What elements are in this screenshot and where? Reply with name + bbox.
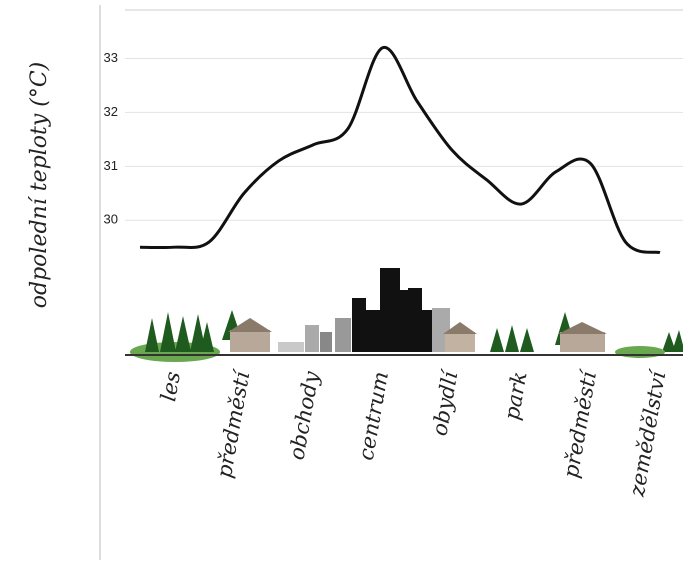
x-tick-label: obchody: [285, 369, 324, 462]
temperature-line: [140, 47, 660, 252]
x-tick-label: les: [156, 369, 185, 403]
chart: odpolední teploty (°C) 30 31 32 33 les předmě…: [0, 0, 683, 563]
x-tick-label: centrum: [354, 370, 393, 462]
y-tick-label: 33: [104, 50, 118, 65]
x-tick-label: předměstí: [559, 367, 602, 479]
x-tick-label: obydlí: [427, 367, 462, 437]
x-tick-label: předměstí: [212, 367, 255, 479]
x-tick-label: park: [500, 370, 532, 422]
page: {"chart_data": {"type": "line", "y_label…: [0, 0, 683, 563]
y-tick-label: 31: [104, 158, 118, 173]
y-axis-label: odpolední teploty (°C): [27, 62, 52, 308]
y-tick-label: 30: [104, 212, 118, 227]
x-tick-label: zemědělství: [625, 367, 671, 499]
skyline: [130, 268, 683, 362]
y-tick-label: 32: [104, 104, 118, 119]
